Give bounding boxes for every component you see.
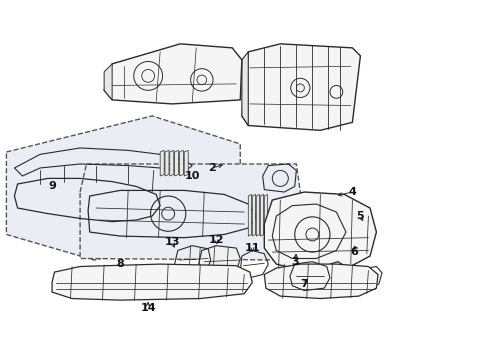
Text: 2: 2 xyxy=(208,163,216,173)
Polygon shape xyxy=(252,194,255,236)
Text: 6: 6 xyxy=(349,247,357,257)
Text: 14: 14 xyxy=(140,303,156,313)
Text: 9: 9 xyxy=(48,181,56,192)
Text: 11: 11 xyxy=(244,243,260,253)
Polygon shape xyxy=(248,194,251,236)
Text: 3: 3 xyxy=(291,257,299,267)
Text: 10: 10 xyxy=(184,171,200,181)
Polygon shape xyxy=(256,194,259,236)
Polygon shape xyxy=(198,246,240,276)
Polygon shape xyxy=(264,192,376,272)
Text: 8: 8 xyxy=(116,259,124,269)
Polygon shape xyxy=(52,264,252,300)
Polygon shape xyxy=(260,194,263,236)
Polygon shape xyxy=(264,194,267,236)
Polygon shape xyxy=(179,150,183,176)
Polygon shape xyxy=(164,150,169,176)
Polygon shape xyxy=(6,116,240,260)
Polygon shape xyxy=(184,150,188,176)
Text: 5: 5 xyxy=(356,211,364,221)
Polygon shape xyxy=(169,150,173,176)
Text: 1: 1 xyxy=(485,197,488,207)
Polygon shape xyxy=(160,150,164,176)
Polygon shape xyxy=(242,52,248,126)
Text: 4: 4 xyxy=(348,187,356,197)
Polygon shape xyxy=(104,44,242,104)
Polygon shape xyxy=(104,64,112,100)
Polygon shape xyxy=(264,264,377,298)
Polygon shape xyxy=(242,44,360,130)
Polygon shape xyxy=(174,150,178,176)
Text: 13: 13 xyxy=(164,238,180,247)
Text: 12: 12 xyxy=(208,235,224,245)
Polygon shape xyxy=(80,164,300,260)
Text: 7: 7 xyxy=(300,279,307,289)
